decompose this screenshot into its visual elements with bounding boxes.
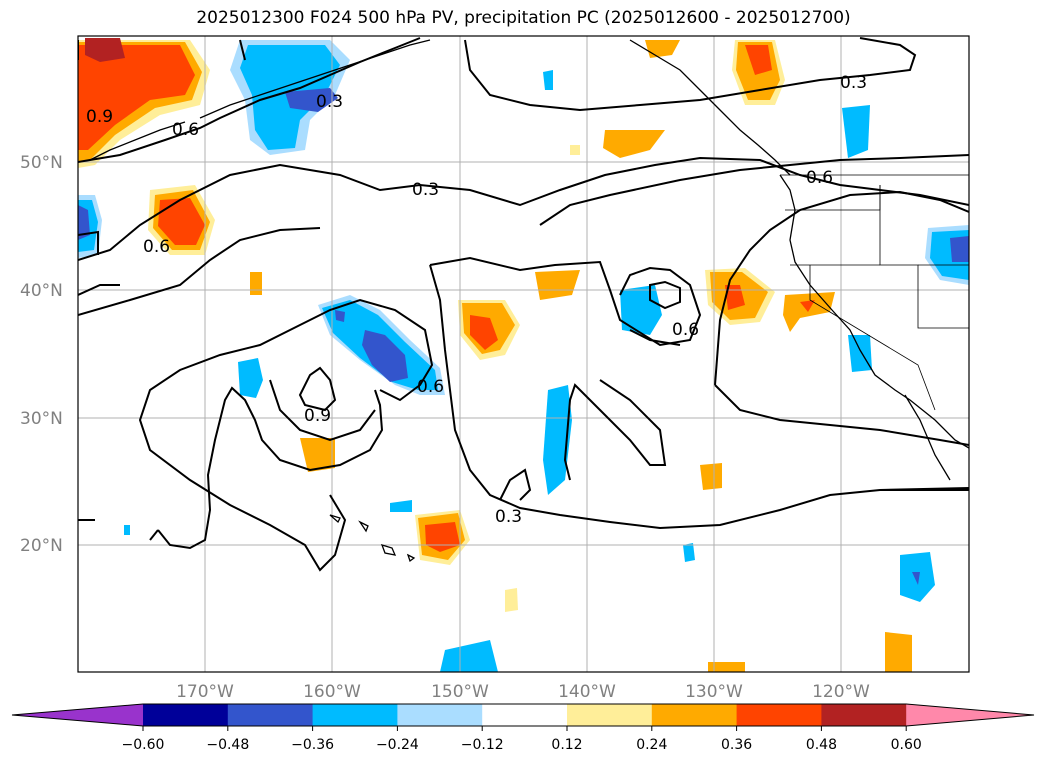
positive-anomaly-north [732, 40, 785, 105]
precipitation-shading [78, 36, 969, 672]
positive-anomaly-central [458, 300, 520, 360]
contour-label: 0.3 [495, 507, 522, 527]
lat-label: 50°N [20, 153, 63, 173]
colorbar-segment [397, 704, 483, 726]
colorbar-segment [482, 704, 568, 726]
contour-label: 0.6 [172, 120, 199, 140]
longitude-axis: 170°W 160°W 150°W 140°W 130°W 120°W [176, 682, 870, 702]
map-area [78, 36, 969, 672]
positive-anomaly-west [148, 185, 215, 255]
lat-label: 20°N [20, 536, 63, 556]
colorbar-tick-label: −0.60 [122, 737, 165, 753]
colorbar-segment [821, 704, 907, 726]
graticule [78, 36, 969, 672]
contour-label: 0.3 [412, 180, 439, 200]
colorbar-tick-label: 0.36 [721, 737, 752, 753]
negative-anomaly-bottom [440, 640, 498, 672]
colorbar-tick-label: 0.60 [891, 737, 922, 753]
negative-anomaly-coast [848, 335, 872, 372]
colorbar-segment [312, 704, 398, 726]
colorbar-tick-label: −0.12 [461, 737, 504, 753]
contour-label: 0.3 [316, 92, 343, 112]
lon-label: 160°W [303, 682, 361, 702]
lon-label: 120°W [812, 682, 870, 702]
latitude-axis: 50°N 40°N 30°N 20°N [20, 153, 63, 556]
colorbar-tick-label: −0.48 [206, 737, 249, 753]
contour-label: 0.6 [672, 320, 699, 340]
positive-anomaly-small [300, 438, 335, 472]
state-borders [780, 174, 969, 411]
pv-contours [78, 37, 969, 572]
positive-anomaly-nw [78, 38, 210, 168]
positive-anomaly-mid-north [603, 130, 665, 158]
colorbar-tick-label: 0.24 [636, 737, 667, 753]
lat-label: 30°N [20, 409, 63, 429]
negative-anomaly-ring [620, 285, 662, 335]
lon-label: 150°W [431, 682, 489, 702]
colorbar-extend-low [12, 704, 143, 726]
negative-anomaly-bc [842, 105, 870, 158]
negative-anomaly-small-1 [238, 358, 263, 398]
negative-anomaly-central [318, 295, 445, 395]
contour-label: 0.6 [143, 237, 170, 257]
positive-anomaly-coast [783, 292, 835, 332]
colorbar: −0.60 −0.48 −0.36 −0.24 −0.12 0.12 0.24 0.36 0.4… [11, 703, 1035, 753]
colorbar-extend-high [906, 704, 1034, 726]
colorbar-tick-label: −0.36 [291, 737, 334, 753]
negative-anomaly-column [543, 385, 572, 495]
negative-anomaly-west [78, 195, 102, 258]
contour-label: 0.6 [417, 377, 444, 397]
contour-label: 0.3 [840, 73, 867, 93]
negative-anomaly-gulf [230, 40, 350, 155]
colorbar-segment [736, 704, 822, 726]
colorbar-tick-label: 0.12 [551, 737, 582, 753]
lon-label: 130°W [685, 682, 743, 702]
contour-label: 0.9 [304, 406, 331, 426]
map-frame [77, 35, 970, 673]
coastlines [89, 39, 969, 563]
contour-label: 0.6 [806, 168, 833, 188]
colorbar-tick-label: −0.24 [376, 737, 419, 753]
lon-label: 140°W [558, 682, 616, 702]
colorbar-tick-label: 0.48 [806, 737, 837, 753]
positive-anomaly-mid [535, 270, 580, 300]
colorbar-segment [227, 704, 314, 726]
contour-label: 0.9 [86, 107, 113, 127]
contour-labels: 0.9 0.6 0.3 0.3 0.6 0.3 0.6 0.9 0.6 0.3 … [86, 73, 867, 527]
lon-label: 170°W [176, 682, 234, 702]
colorbar-segment [651, 704, 738, 726]
colorbar-segment [567, 704, 653, 726]
colorbar-segment [143, 704, 229, 726]
map-title: 2025012300 F024 500 hPa PV, precipitatio… [196, 8, 851, 28]
lat-label: 40°N [20, 281, 63, 301]
